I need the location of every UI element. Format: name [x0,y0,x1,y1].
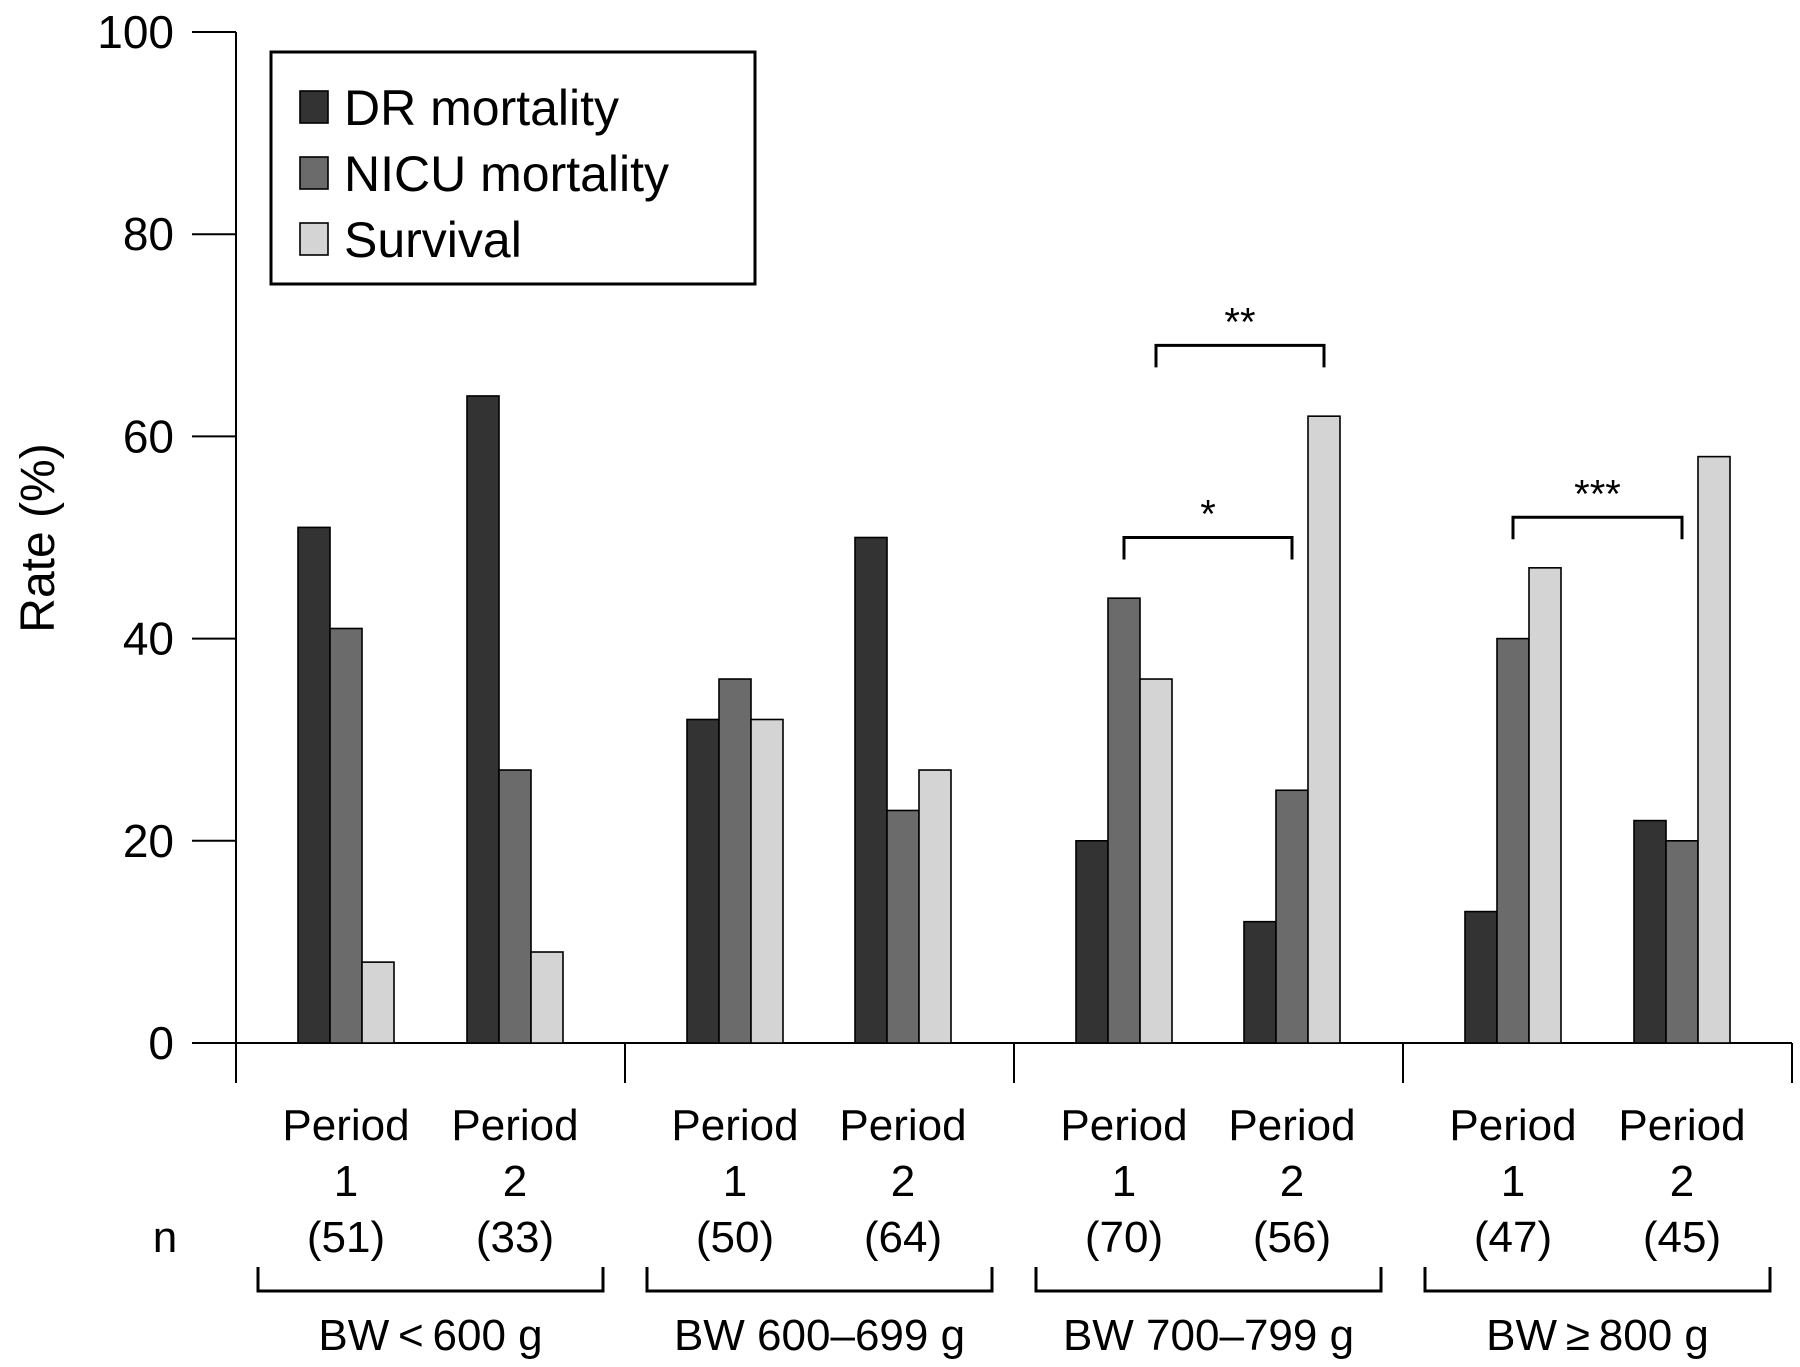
sample-size: (56) [1253,1213,1331,1262]
legend: DR mortality NICU mortality Survival [269,50,757,286]
bar [1464,910,1498,1044]
y-tick-label: 80 [123,208,174,260]
n-label: n [153,1213,177,1262]
period-label: Period [451,1101,578,1150]
bar [1075,839,1109,1044]
period-label: Period [671,1101,798,1150]
y-tick-label: 20 [123,815,174,867]
bar [530,951,564,1044]
group-label: BW ≥ 800 g [1486,1311,1709,1360]
sample-size: (47) [1474,1213,1552,1262]
bar [1665,839,1699,1044]
period-number: 2 [503,1157,527,1206]
significance-bracket [1122,536,1294,560]
significance-bracket [1154,343,1326,368]
sample-size: (64) [864,1213,942,1262]
period-number: 2 [1670,1157,1694,1206]
bar [1496,637,1530,1044]
bar [466,395,500,1044]
legend-label: NICU mortality [344,146,669,202]
significance-bracket [1511,515,1684,540]
period-number: 2 [891,1157,915,1206]
legend-box [269,50,757,286]
sample-size: (51) [307,1213,385,1262]
period-number: 1 [334,1157,358,1206]
period-label: Period [839,1101,966,1150]
bar [854,536,888,1044]
period-label: Period [1060,1101,1187,1150]
significance-label: *** [1574,472,1621,516]
period-number: 1 [1112,1157,1136,1206]
bar [361,961,395,1044]
group-brace [1423,1267,1772,1293]
significance-label: ** [1224,300,1255,344]
sample-size: (70) [1085,1213,1163,1262]
bar [329,627,363,1044]
y-tick-label: 100 [97,6,174,58]
period-label: Period [1449,1101,1576,1150]
bars [297,395,1731,1044]
group-label: BW 700–799 g [1063,1311,1354,1360]
group-brace [645,1267,994,1293]
period-label: Period [1228,1101,1355,1150]
period-number: 2 [1280,1157,1304,1206]
significance-annotations: *** *** [1122,300,1684,560]
bar [686,718,720,1044]
bar [1697,455,1731,1044]
bar [498,769,532,1044]
bar [750,718,784,1044]
y-tick-label: 40 [123,613,174,665]
legend-swatch [299,156,329,190]
period-number: 1 [1501,1157,1525,1206]
bar [297,526,331,1044]
period-label: Period [1618,1101,1745,1150]
sample-size: (50) [696,1213,774,1262]
bar [918,769,952,1044]
x-axis-labels: n Period 1 (51) Period 2 (33) BW < 600 g Period 1… [153,1101,1772,1360]
significance-label: * [1200,493,1216,537]
period-label: Period [282,1101,409,1150]
sample-size: (45) [1643,1213,1721,1262]
legend-swatch [299,222,329,256]
axes: 0 20 40 60 80 100 [97,6,1793,1083]
y-tick-label: 60 [123,410,174,462]
group-label: BW < 600 g [318,1311,542,1360]
bar [1107,597,1141,1044]
bar [1307,415,1341,1044]
bar [1139,678,1173,1044]
legend-label: DR mortality [344,80,619,136]
legend-swatch [299,90,329,124]
group-brace [256,1267,605,1293]
y-tick-label: 0 [148,1017,174,1069]
bar [886,809,920,1044]
sample-size: (33) [476,1213,554,1262]
bar [1633,819,1667,1044]
group-brace [1034,1267,1383,1293]
bar [1528,567,1562,1044]
bar [718,678,752,1044]
bar [1243,920,1277,1044]
group-label: BW 600–699 g [674,1311,965,1360]
bar [1275,789,1309,1044]
legend-label: Survival [344,212,522,268]
period-number: 1 [723,1157,747,1206]
y-axis-label: Rate (%) [12,443,65,632]
